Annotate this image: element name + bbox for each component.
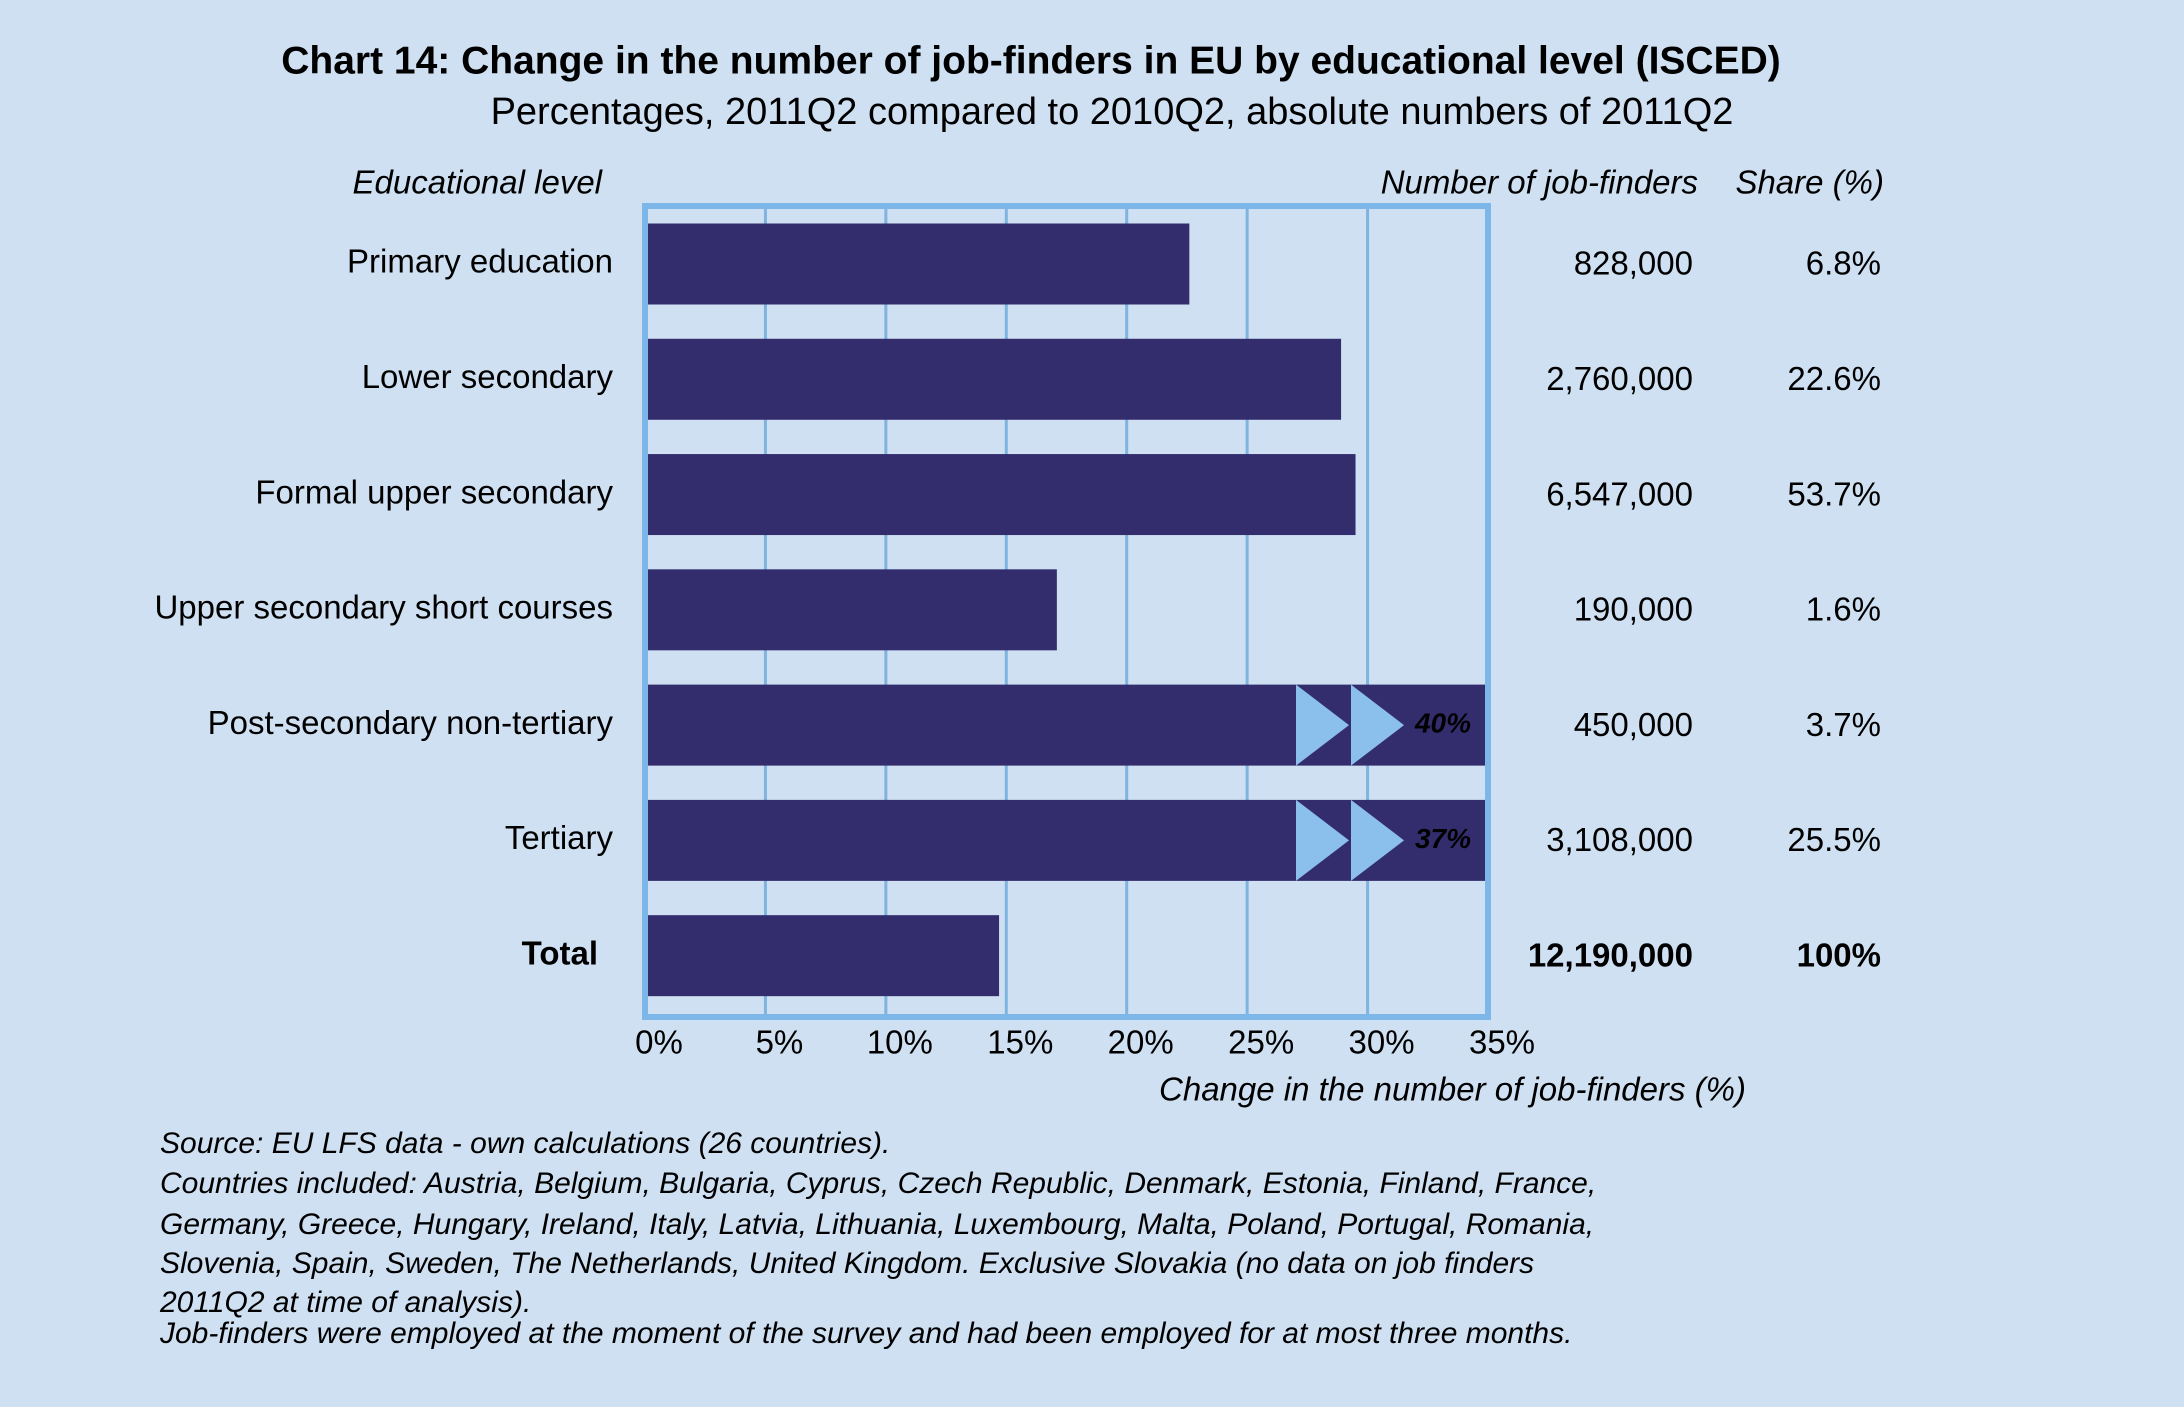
table-cell: 828,000 <box>1574 245 1693 282</box>
bar <box>645 223 1190 305</box>
category-label: Formal upper secondary <box>255 473 613 510</box>
x-tick-label: 10% <box>867 1024 933 1061</box>
overflow-arrow <box>1296 799 1349 881</box>
chart-subtitle: Percentages, 2011Q2 compared to 2010Q2, … <box>491 91 1734 133</box>
value-label: 40% <box>1414 708 1471 739</box>
table-cell: 25.5% <box>1787 821 1881 858</box>
note: Germany, Greece, Hungary, Ireland, Italy… <box>160 1208 1594 1241</box>
category-label: Lower secondary <box>362 358 614 395</box>
bar <box>645 915 1000 997</box>
table-cell: 3.7% <box>1806 706 1881 743</box>
category-label: Post-secondary non-tertiary <box>208 704 614 741</box>
category-label: Tertiary <box>505 819 614 856</box>
note: 2011Q2 at time of analysis). <box>159 1286 531 1319</box>
table-cell: 100% <box>1797 936 1881 973</box>
note: Slovenia, Spain, Sweden, The Netherlands… <box>160 1247 1534 1280</box>
table-cell: 190,000 <box>1574 591 1693 628</box>
table-cell: 450,000 <box>1574 706 1693 743</box>
table-cell: 22.6% <box>1787 360 1881 397</box>
column-header: Share (%) <box>1735 164 1884 201</box>
x-tick-label: 15% <box>987 1024 1053 1061</box>
x-tick-label: 5% <box>756 1024 804 1061</box>
category-label: Primary education <box>347 243 613 280</box>
table-cell: 6.8% <box>1806 245 1881 282</box>
table-cell: 53.7% <box>1787 475 1881 512</box>
overflow-arrow <box>1296 684 1349 766</box>
bar <box>645 454 1356 536</box>
x-tick-label: 25% <box>1228 1024 1294 1061</box>
column-header: Number of job-finders <box>1381 164 1698 201</box>
bar <box>645 338 1342 420</box>
bars <box>645 223 1488 997</box>
note: Source: EU LFS data - own calculations (… <box>160 1127 890 1160</box>
table-cell: 6,547,000 <box>1546 475 1693 512</box>
overflow-arrow <box>1351 684 1404 766</box>
x-axis-title: Change in the number of job-finders (%) <box>1159 1071 1746 1108</box>
table-cell: 2,760,000 <box>1546 360 1693 397</box>
bar <box>645 569 1057 651</box>
chart-title: Chart 14: Change in the number of job-fi… <box>281 39 1781 82</box>
table-cell: 1.6% <box>1806 591 1881 628</box>
note: Countries included: Austria, Belgium, Bu… <box>160 1167 1596 1200</box>
x-tick-label: 30% <box>1349 1024 1415 1061</box>
table-cell: 3,108,000 <box>1546 821 1693 858</box>
note: Job-finders were employed at the moment … <box>159 1317 1572 1350</box>
category-label: Upper secondary short courses <box>154 589 613 626</box>
plot-frame <box>642 203 1491 1020</box>
x-tick-label: 0% <box>635 1024 683 1061</box>
category-header: Educational level <box>353 164 604 201</box>
value-label: 37% <box>1415 823 1471 854</box>
table-cell: 12,190,000 <box>1528 936 1693 973</box>
x-tick-label: 35% <box>1469 1024 1535 1061</box>
x-tick-label: 20% <box>1108 1024 1174 1061</box>
overflow-arrow <box>1351 799 1404 881</box>
category-label: Total <box>522 934 598 971</box>
